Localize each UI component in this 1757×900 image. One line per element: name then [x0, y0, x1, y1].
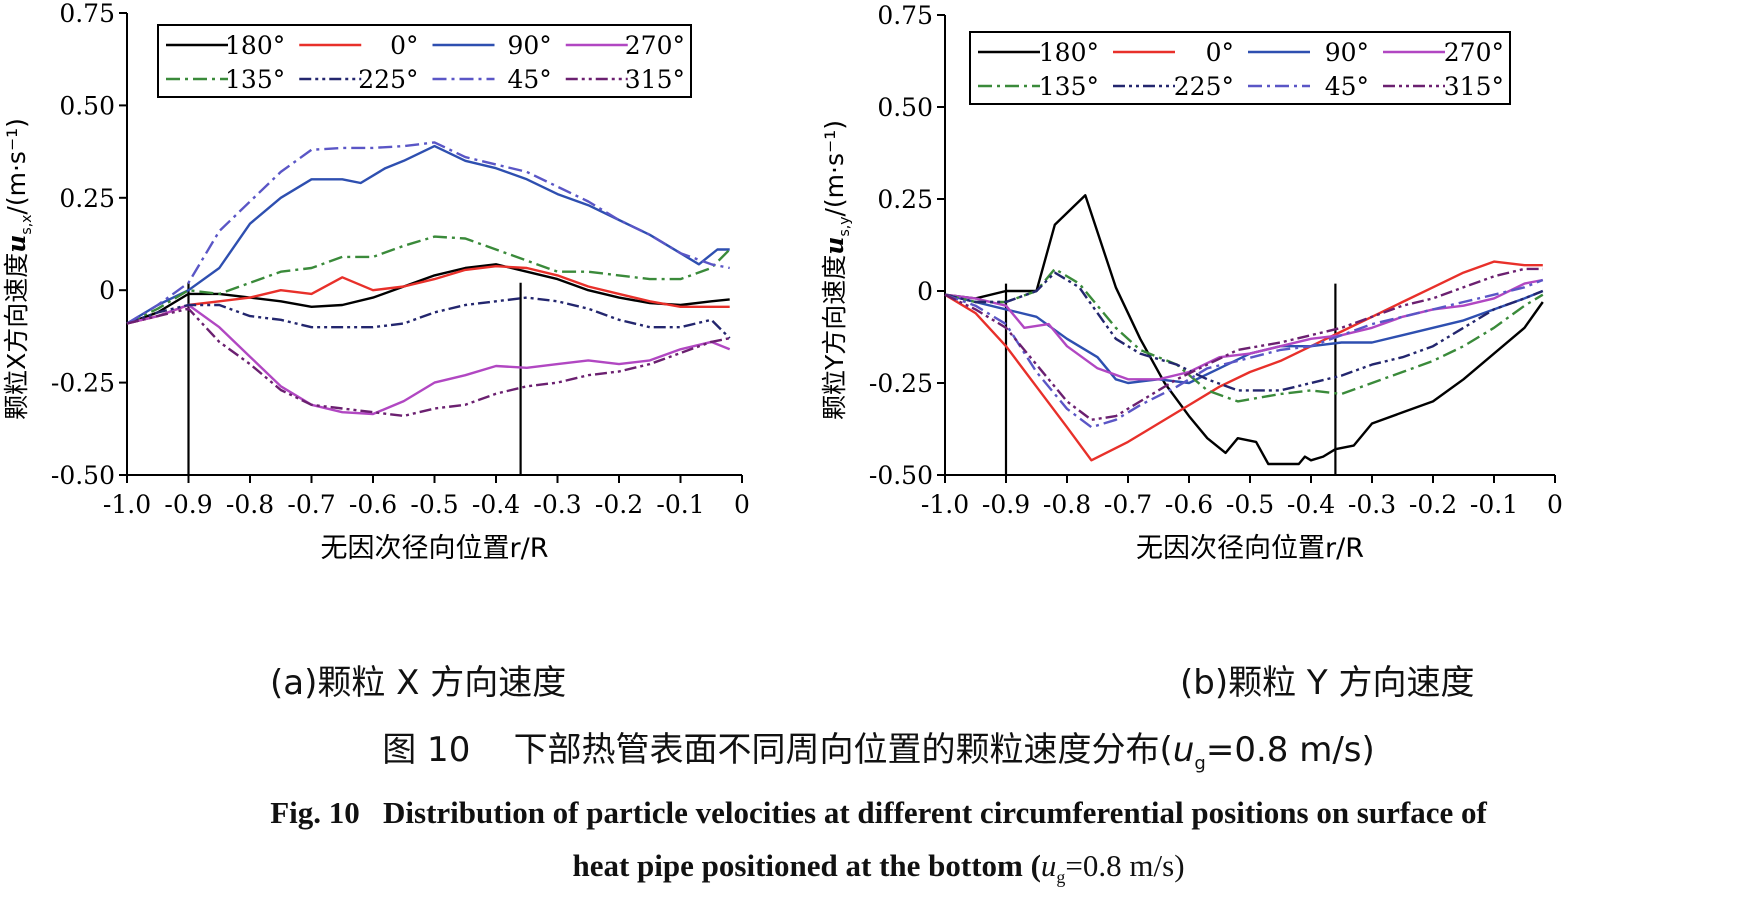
x-tick-label: -1.0 — [103, 490, 151, 519]
y-tick-label: 0 — [917, 277, 933, 306]
x-tick-label: -0.9 — [164, 490, 212, 519]
y-tick-label: 0.25 — [877, 185, 933, 214]
y-axis-label: 颗粒Y方向速度us,y/(m·s⁻¹) — [820, 120, 853, 420]
series-line-180° — [126, 263, 730, 325]
x-tick-label: -0.8 — [1043, 490, 1091, 519]
x-tick-label: -0.8 — [226, 490, 274, 519]
legend: 180° 0° 90° 270° 135° 225° 45° 315° — [969, 31, 1511, 105]
caption-en-line2: heat pipe positioned at the bottom ( — [572, 848, 1041, 883]
x-tick-label: -0.2 — [1409, 490, 1457, 519]
series-line-45° — [126, 141, 730, 325]
series-line-180° — [944, 194, 1544, 466]
caption-en-value: =0.8 m/s) — [1065, 848, 1185, 883]
y-tick-label: 0.75 — [877, 1, 933, 30]
legend: 180° 0° 90° 270° 135° 225° 45° 315° — [157, 24, 692, 98]
series-line-135° — [944, 267, 1544, 403]
caption-chinese: 图 10 下部热管表面不同周向位置的颗粒速度分布(ug=0.8 m/s) — [0, 722, 1757, 774]
x-tick-label: -0.6 — [349, 490, 397, 519]
panel-a-label: (a)颗粒 X 方向速度 — [270, 663, 567, 703]
y-axis-label: 颗粒X方向速度us,x/(m·s⁻¹) — [2, 118, 35, 420]
series-line-45° — [944, 278, 1544, 429]
x-tick-label: -0.6 — [1165, 490, 1213, 519]
legend-label: 270° — [625, 31, 685, 60]
x-tick-label: -0.4 — [1287, 490, 1335, 519]
legend-label: 315° — [625, 65, 685, 94]
panel-b-label: (b)颗粒 Y 方向速度 — [1180, 663, 1475, 703]
caption-en-prefix: Fig. 10 — [270, 795, 360, 830]
caption-english-line1: Fig. 10 Distribution of particle velocit… — [0, 795, 1757, 831]
caption-en-param: u — [1040, 848, 1057, 883]
y-tick-label: 0.50 — [59, 91, 115, 120]
y-tick-label: -0.50 — [51, 461, 115, 490]
caption-zh-prefix: 图 10 — [382, 730, 471, 770]
legend-label: 0° — [1206, 38, 1234, 67]
caption-zh-text: 下部热管表面不同周向位置的颗粒速度分布( — [513, 730, 1173, 770]
legend-label: 315° — [1444, 72, 1504, 101]
caption-en-line1: Distribution of particle velocities at d… — [383, 795, 1487, 830]
series-line-225° — [126, 296, 731, 340]
x-axis-label: 无因次径向位置r/R — [321, 533, 549, 564]
caption-english-line2: heat pipe positioned at the bottom (ug=0… — [0, 848, 1757, 888]
x-tick-label: -0.1 — [656, 490, 704, 519]
y-tick-label: -0.50 — [869, 461, 933, 490]
y-tick-label: -0.25 — [869, 369, 933, 398]
x-tick-label: -1.0 — [921, 490, 969, 519]
caption-zh-param: u — [1172, 730, 1195, 770]
caption-zh-sub: g — [1194, 752, 1206, 774]
x-axis-label: 无因次径向位置r/R — [1136, 533, 1364, 564]
legend-label: 90° — [1325, 38, 1369, 67]
x-tick-label: -0.1 — [1470, 490, 1518, 519]
x-tick-label: -0.9 — [982, 490, 1030, 519]
series-line-270° — [944, 278, 1544, 381]
y-tick-label: 0.75 — [59, 0, 115, 28]
legend-label: 0° — [390, 31, 418, 60]
series-line-0° — [126, 265, 730, 325]
y-tick-label: 0.25 — [59, 184, 115, 213]
y-tick-label: 0 — [99, 276, 115, 305]
y-tick-label: 0.50 — [877, 93, 933, 122]
series-line-315° — [126, 307, 730, 418]
legend-label: 180° — [225, 31, 285, 60]
x-tick-label: -0.7 — [1104, 490, 1152, 519]
x-tick-label: -0.5 — [410, 490, 458, 519]
caption-en-sub: g — [1056, 867, 1066, 888]
series-line-225° — [944, 271, 1544, 392]
x-tick-label: 0 — [1547, 490, 1563, 519]
legend-label: 135° — [1039, 72, 1099, 101]
series-line-270° — [126, 303, 731, 416]
x-tick-label: -0.3 — [533, 490, 581, 519]
x-tick-label: -0.7 — [287, 490, 335, 519]
series-line-135° — [126, 235, 731, 325]
x-tick-label: -0.4 — [472, 490, 520, 519]
legend-box — [157, 24, 692, 98]
legend-label: 180° — [1039, 38, 1099, 67]
legend-box — [969, 31, 1511, 105]
x-tick-label: 0 — [734, 490, 750, 519]
legend-label: 45° — [1325, 72, 1369, 101]
caption-zh-value: =0.8 m/s) — [1205, 730, 1375, 770]
legend-label: 225° — [358, 65, 418, 94]
x-tick-label: -0.2 — [595, 490, 643, 519]
legend-label: 135° — [225, 65, 285, 94]
series-line-0° — [944, 260, 1543, 462]
x-tick-label: -0.5 — [1226, 490, 1274, 519]
legend-label: 45° — [507, 65, 551, 94]
legend-label: 90° — [507, 31, 551, 60]
legend-label: 225° — [1174, 72, 1234, 101]
y-tick-label: -0.25 — [51, 369, 115, 398]
legend-label: 270° — [1444, 38, 1504, 67]
x-tick-label: -0.3 — [1348, 490, 1396, 519]
